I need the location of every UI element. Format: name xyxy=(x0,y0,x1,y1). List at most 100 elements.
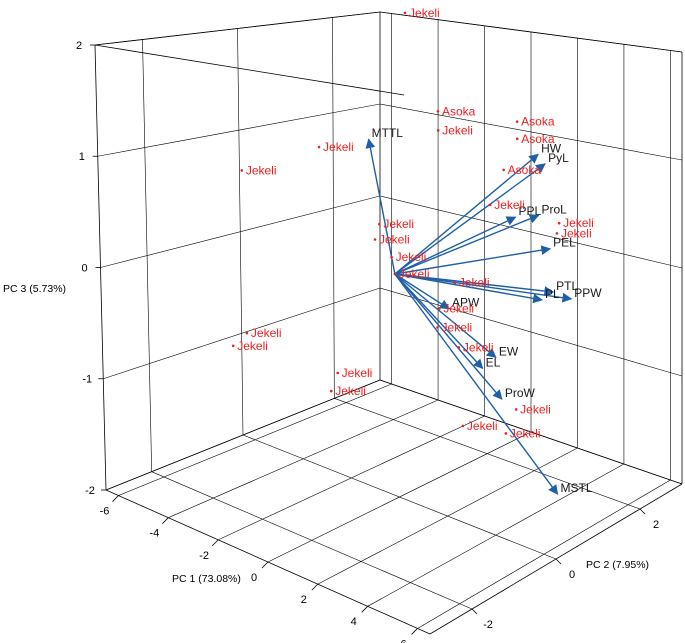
score-point-label: Asoka xyxy=(521,132,555,146)
score-point xyxy=(373,238,377,241)
x-tick-label: 2 xyxy=(301,594,307,606)
z-tick-label: 1 xyxy=(79,151,85,163)
loading-label: HW xyxy=(541,141,562,155)
score-point-label: Asoka xyxy=(521,115,555,129)
score-point-label: Jekeli xyxy=(442,123,473,137)
y-axis-title: PC 2 (7.95%) xyxy=(586,559,649,571)
loading-arrow xyxy=(394,273,543,304)
score-point xyxy=(240,169,244,172)
score-point-label: Jekeli xyxy=(399,267,430,281)
floor-grid-line-y xyxy=(334,398,641,510)
x-tick-mark xyxy=(361,606,368,613)
loading-label: ProL xyxy=(542,202,568,216)
floor-grid-line-y xyxy=(151,471,473,610)
score-point-label: Asoka xyxy=(442,104,476,118)
y-tick-label: -2 xyxy=(483,619,493,631)
loading-arrow xyxy=(394,163,546,275)
z-tick-label: -2 xyxy=(85,485,95,497)
score-point xyxy=(461,424,465,428)
score-point-label: Jekeli xyxy=(442,320,473,334)
z-tick-label: 2 xyxy=(76,40,82,52)
score-point xyxy=(457,346,461,349)
x-tick-label: 4 xyxy=(351,616,357,628)
score-point-label: Jekeli xyxy=(323,140,354,154)
loading-arrow xyxy=(394,214,540,275)
score-point-label: Jekeli xyxy=(510,426,541,440)
score-point xyxy=(504,432,508,435)
x-tick-label: -6 xyxy=(100,505,110,517)
score-point-label: Jekeli xyxy=(409,6,440,20)
score-point-label: Jekeli xyxy=(561,226,592,240)
x-tick-mark xyxy=(261,561,269,569)
loading-label: PL xyxy=(545,287,560,301)
score-point-label: Jekeli xyxy=(342,366,373,380)
score-point-label: Jekeli xyxy=(379,233,410,247)
score-points: JekeliAsokaJekeliAsokaAsokaAsokaJekeliJe… xyxy=(231,6,594,440)
axis-titles: PC 1 (73.08%) PC 2 (7.95%) PC 3 (5.73%) xyxy=(3,283,649,585)
box-frame-edge xyxy=(105,379,381,491)
score-point-label: Jekeli xyxy=(494,198,525,212)
loading-label: MSTL xyxy=(561,481,593,495)
floor-grid-line-y xyxy=(242,434,557,560)
loading-arrow xyxy=(394,153,539,275)
score-point xyxy=(403,11,407,15)
y-tick-mark xyxy=(639,508,646,515)
score-point-label: Jekeli xyxy=(463,340,494,354)
box-frame-edge xyxy=(94,44,405,96)
x-tick-mark xyxy=(112,495,119,502)
score-point-label: Jekeli xyxy=(459,276,490,290)
loading-arrow xyxy=(394,273,555,296)
loading-label: APW xyxy=(452,296,480,310)
left-wall-grid-line-z xyxy=(97,103,381,157)
box-frame-edge xyxy=(94,11,381,46)
loading-arrow xyxy=(394,273,497,359)
score-point-label: Jekeli xyxy=(237,339,268,353)
score-point xyxy=(488,203,492,207)
left-wall-grid-line-z xyxy=(103,287,381,380)
y-tick-mark xyxy=(555,558,562,565)
score-point xyxy=(514,408,518,411)
z-tick-label: -1 xyxy=(82,374,92,386)
loading-label: PyL xyxy=(548,151,569,165)
score-point xyxy=(231,344,235,348)
box-frame-edge xyxy=(379,11,683,53)
x-tick-label: -2 xyxy=(199,550,209,562)
score-point xyxy=(436,109,440,113)
y-tick-label: 0 xyxy=(569,569,575,581)
loading-label: MTTL xyxy=(372,126,404,140)
score-point-label: Asoka xyxy=(508,163,542,177)
score-point-label: Jekeli xyxy=(563,216,594,230)
x-axis-title: PC 1 (73.08%) xyxy=(172,573,241,585)
loading-label: PEL xyxy=(553,236,576,250)
loading-label: PPW xyxy=(574,286,602,300)
x-tick-label: -4 xyxy=(149,528,159,540)
score-point xyxy=(436,326,439,329)
x-tick-mark xyxy=(162,517,169,524)
score-point xyxy=(329,389,333,393)
loading-label: PTL xyxy=(556,279,578,293)
score-point xyxy=(438,307,441,310)
y-tick-label: 2 xyxy=(653,519,659,531)
loading-arrow xyxy=(394,273,559,495)
loading-arrow xyxy=(365,138,396,275)
loading-label: ProW xyxy=(505,386,536,400)
score-point xyxy=(317,145,321,149)
score-point-label: Jekeli xyxy=(383,217,414,231)
score-point-label: Jekeli xyxy=(251,326,282,340)
score-point-label: Jekeli xyxy=(443,302,474,316)
z-tick-label: 0 xyxy=(81,262,87,274)
tick-labels: -2 -1 0 1 2 -6 -4 -2 0 2 4 6 -2 0 2 xyxy=(76,40,659,643)
loading-label: EL xyxy=(486,355,501,369)
score-point xyxy=(393,272,397,276)
x-tick-label: 0 xyxy=(251,572,257,584)
score-point xyxy=(515,137,519,141)
score-point-label: Jekeli xyxy=(467,419,498,433)
loading-arrow xyxy=(394,273,503,400)
score-point xyxy=(336,371,339,375)
loading-arrow xyxy=(394,273,484,370)
x-tick-mark xyxy=(211,539,219,547)
score-point-label: Jekeli xyxy=(335,384,366,398)
loading-arrow xyxy=(394,245,552,275)
